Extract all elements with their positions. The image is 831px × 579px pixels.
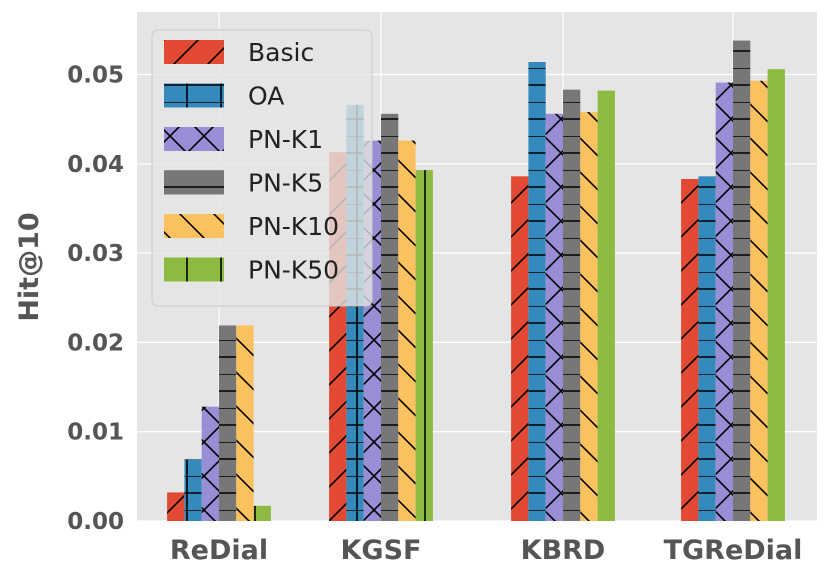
- bar-pn-k5-redial: [219, 325, 237, 521]
- bar-oa-redial: [184, 459, 202, 521]
- y-tick-label: 0.03: [67, 241, 124, 267]
- bar-basic-kbrd: [511, 176, 529, 521]
- legend-swatch-oa: [164, 83, 224, 108]
- legend-swatch-pn-k1: [164, 127, 224, 151]
- legend-label-oa: OA: [248, 82, 284, 111]
- bar-pn-k5-kgsf: [381, 113, 399, 522]
- x-tick-label: KBRD: [521, 535, 606, 566]
- bars: [167, 40, 785, 522]
- y-tick-label: 0.04: [67, 152, 124, 178]
- bar-pn-k50-redial: [253, 505, 271, 521]
- y-axis-label: Hit@10: [14, 212, 45, 321]
- bar-basic-redial: [167, 492, 185, 521]
- legend-label-pn-k10: PN-K10: [248, 212, 339, 241]
- bar-pn-k10-kbrd: [580, 112, 598, 521]
- y-tick-label: 0.05: [67, 63, 124, 89]
- bar-oa-tgredial: [698, 176, 716, 521]
- legend-swatch-basic: [164, 40, 224, 64]
- y-tick-label: 0.01: [67, 420, 124, 446]
- legend-label-basic: Basic: [248, 38, 314, 67]
- bar-pn-k5-kbrd: [563, 89, 581, 521]
- legend-label-pn-k50: PN-K50: [248, 256, 339, 285]
- bar-pn-k10-redial: [236, 325, 254, 521]
- legend: Basic OA PN-K1 PN-K5 PN-K10 PN-K50: [151, 29, 373, 307]
- bar-pn-k1-redial: [201, 406, 219, 521]
- bar-basic-tgredial: [681, 178, 699, 522]
- legend-label-pn-k5: PN-K5: [248, 169, 323, 198]
- bar-pn-k5-tgredial: [733, 40, 751, 521]
- bar-pn-k50-kbrd: [597, 90, 615, 521]
- x-tick-label: TGReDial: [664, 535, 803, 566]
- bar-oa-kbrd: [528, 62, 546, 521]
- bar-pn-k10-kgsf: [398, 140, 416, 521]
- legend-swatch-pn-k5: [164, 170, 224, 195]
- bar-pn-k1-tgredial: [715, 82, 733, 522]
- legend-label-pn-k1: PN-K1: [248, 125, 323, 154]
- bar-pn-k1-kbrd: [545, 113, 563, 522]
- legend-swatch-pn-k50: [164, 257, 224, 282]
- x-tick-label: KGSF: [341, 535, 422, 566]
- x-tick-label: ReDial: [170, 535, 268, 566]
- y-tick-label: 0.02: [67, 330, 124, 356]
- bar-pn-k50-kgsf: [415, 170, 433, 521]
- bar-pn-k50-tgredial: [767, 69, 785, 522]
- tick-labels: 0.00 0.01 0.02 0.03 0.04 0.05 ReDial KGSF KBRD TG…: [67, 63, 802, 566]
- legend-swatch-pn-k10: [164, 214, 224, 238]
- y-tick-label: 0.00: [67, 509, 124, 535]
- bar-pn-k10-tgredial: [750, 80, 768, 521]
